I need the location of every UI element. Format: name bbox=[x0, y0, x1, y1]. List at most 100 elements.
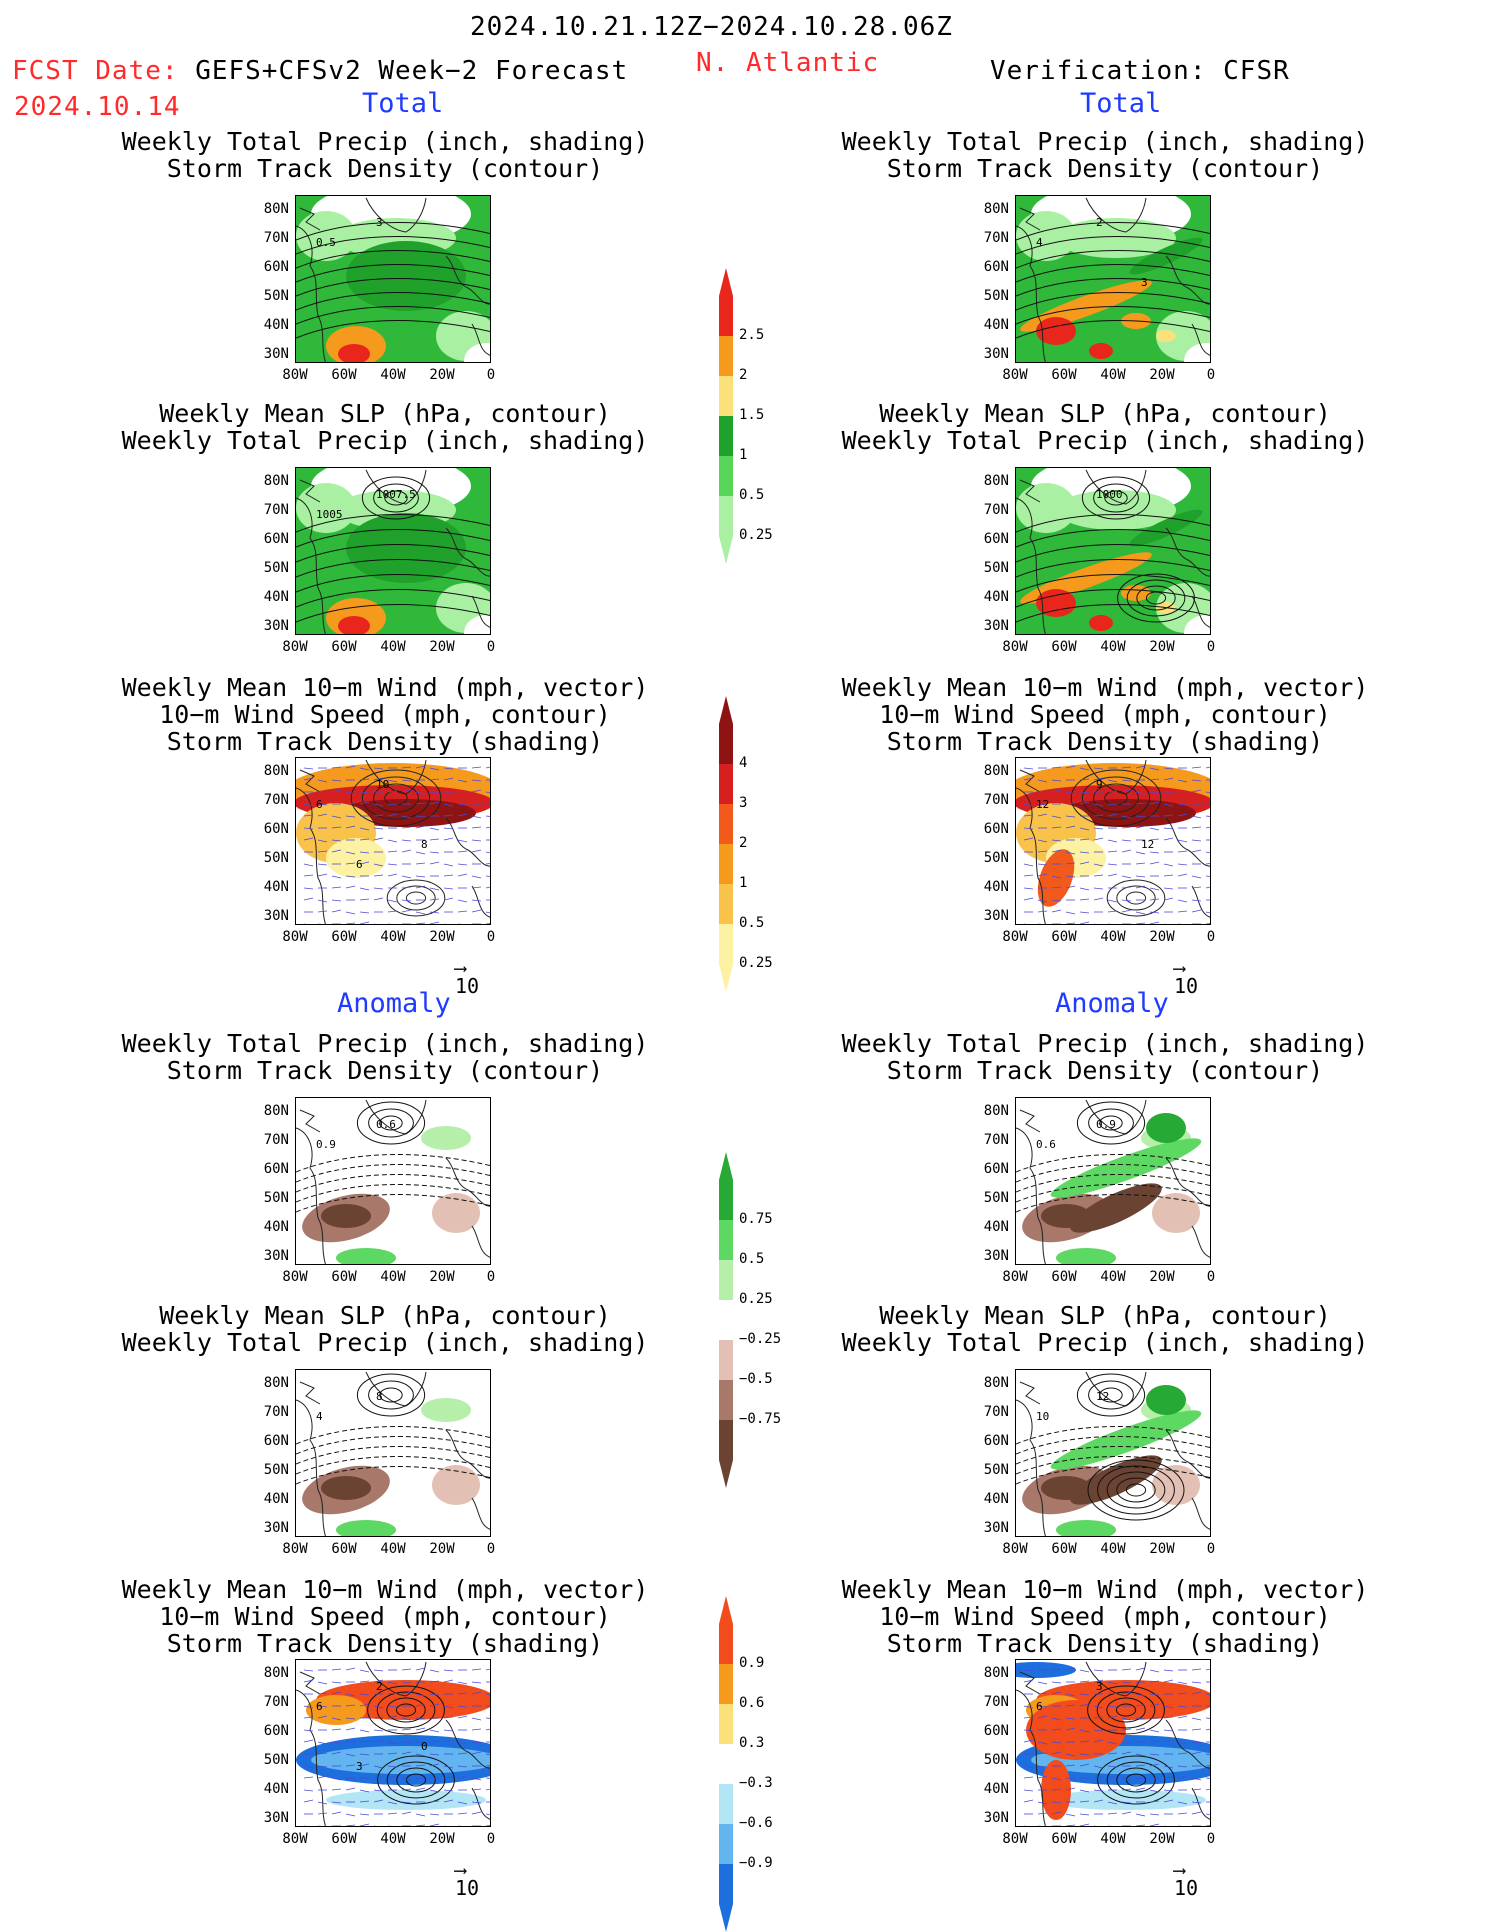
colorbar-segment bbox=[719, 844, 733, 884]
lat-label: 30N bbox=[263, 1810, 289, 1826]
map-panel-11: 2 6 0 3 bbox=[295, 1659, 491, 1827]
contour-label: 8 bbox=[421, 838, 428, 851]
colorbar-label: 0.3 bbox=[739, 1735, 765, 1751]
lon-label: 0 bbox=[486, 1831, 496, 1847]
wet-anomaly bbox=[1056, 1248, 1116, 1264]
map-panel-6: 9 12 12 bbox=[1015, 757, 1211, 925]
lon-label: 60W bbox=[331, 1269, 357, 1285]
lon-label: 40W bbox=[1100, 1831, 1126, 1847]
lat-label: 80N bbox=[263, 763, 289, 779]
map-canvas: 9 12 12 bbox=[1016, 758, 1210, 924]
lat-label: 50N bbox=[263, 850, 289, 866]
contour-label: 8 bbox=[376, 1390, 383, 1403]
lon-label: 20W bbox=[1149, 929, 1175, 945]
lon-label: 80W bbox=[1002, 1831, 1028, 1847]
wet-anomaly bbox=[421, 1398, 471, 1422]
lat-label: 60N bbox=[983, 1433, 1009, 1449]
lat-label: 40N bbox=[263, 1219, 289, 1235]
colorbar-segment bbox=[719, 1624, 733, 1664]
lat-label: 80N bbox=[983, 1103, 1009, 1119]
contour-lines bbox=[1106, 879, 1166, 917]
colorbar-segment bbox=[719, 924, 733, 964]
map-canvas: 12 10 bbox=[1016, 1370, 1210, 1536]
vector-ref-p5: ⟶ 10 bbox=[455, 958, 480, 999]
lon-label: 20W bbox=[429, 929, 455, 945]
title-p9: Weekly Mean SLP (hPa, contour) Weekly Tot… bbox=[121, 1301, 649, 1357]
contour-label: 12 bbox=[1036, 798, 1049, 811]
contour-lines bbox=[1097, 1755, 1175, 1805]
lon-label: 60W bbox=[1051, 639, 1077, 655]
heavy-precip bbox=[338, 344, 370, 362]
lat-label: 30N bbox=[983, 1520, 1009, 1536]
lon-label: 80W bbox=[1002, 367, 1028, 383]
verification-label: Verification: CFSR bbox=[990, 56, 1290, 86]
colorbar-label: −0.25 bbox=[739, 1331, 782, 1347]
contour-lines bbox=[296, 1426, 490, 1485]
lat-label: 60N bbox=[983, 821, 1009, 837]
colorbar-segment bbox=[719, 1784, 733, 1824]
section-total-left: Total bbox=[362, 88, 444, 119]
title-p7: Weekly Total Precip (inch, shading) Storm… bbox=[121, 1029, 649, 1085]
contour-label: 10 bbox=[1036, 1410, 1049, 1423]
lat-label: 60N bbox=[983, 1161, 1009, 1177]
dry-anomaly bbox=[432, 1465, 480, 1505]
lon-label: 60W bbox=[331, 639, 357, 655]
lat-label: 40N bbox=[983, 1781, 1009, 1797]
contour-lines bbox=[1016, 222, 1210, 339]
colorbar-label: 0.5 bbox=[739, 487, 765, 503]
lat-label: 60N bbox=[983, 259, 1009, 275]
map-canvas: 2 4 3 bbox=[1016, 196, 1210, 362]
vector-ref-p12: ⟶ 10 bbox=[1174, 1860, 1199, 1901]
colorbar-label: −0.6 bbox=[739, 1815, 773, 1831]
lon-label: 80W bbox=[282, 1831, 308, 1847]
lat-label: 30N bbox=[983, 1248, 1009, 1264]
lon-label: 40W bbox=[380, 929, 406, 945]
wet-anomaly bbox=[1146, 1113, 1186, 1143]
heavy-precip bbox=[1036, 589, 1076, 617]
contour-label: 0 bbox=[421, 1740, 428, 1753]
colorbar-arrow-top bbox=[719, 268, 733, 296]
title-p3: Weekly Mean SLP (hPa, contour) Weekly Tot… bbox=[121, 399, 649, 455]
lat-label: 70N bbox=[983, 230, 1009, 246]
coastline bbox=[296, 469, 490, 634]
colorbar-segment bbox=[719, 1380, 733, 1420]
map-canvas: 0.9 0.6 bbox=[1016, 1098, 1210, 1264]
lon-label: 80W bbox=[1002, 1541, 1028, 1557]
colorbar-label: −0.75 bbox=[739, 1411, 782, 1427]
lat-label: 40N bbox=[263, 1491, 289, 1507]
colorbar-label: 2 bbox=[739, 835, 748, 851]
coastline bbox=[1016, 1661, 1210, 1826]
lon-label: 0 bbox=[1206, 1269, 1216, 1285]
lon-label: 80W bbox=[282, 1269, 308, 1285]
vector-ref-p11: ⟶ 10 bbox=[455, 1860, 480, 1901]
contour-lines bbox=[1070, 769, 1162, 827]
colorbar-label: 0.75 bbox=[739, 1211, 773, 1227]
lat-label: 70N bbox=[983, 1132, 1009, 1148]
contour-label: 6 bbox=[316, 1700, 323, 1713]
colorbar-arrow-bottom bbox=[719, 964, 733, 992]
lat-label: 50N bbox=[983, 288, 1009, 304]
lon-label: 0 bbox=[486, 929, 496, 945]
colorbar-segment bbox=[719, 1340, 733, 1380]
lon-label: 20W bbox=[1149, 639, 1175, 655]
positive-anomaly bbox=[1026, 1700, 1126, 1760]
lon-label: 60W bbox=[1051, 1831, 1077, 1847]
region-label: N. Atlantic bbox=[696, 48, 880, 78]
colorbar-segment bbox=[719, 1664, 733, 1704]
lat-label: 50N bbox=[983, 1752, 1009, 1768]
lon-label: 20W bbox=[1149, 1269, 1175, 1285]
map-canvas: 30.5 bbox=[296, 196, 490, 362]
contour-lines bbox=[296, 1154, 490, 1213]
lon-label: 80W bbox=[282, 929, 308, 945]
lat-label: 70N bbox=[983, 1404, 1009, 1420]
contour-lines bbox=[1117, 573, 1195, 623]
lon-label: 0 bbox=[486, 639, 496, 655]
lat-label: 60N bbox=[983, 531, 1009, 547]
lon-label: 40W bbox=[1100, 639, 1126, 655]
lat-label: 50N bbox=[263, 1752, 289, 1768]
lat-label: 30N bbox=[263, 1520, 289, 1536]
colorbar-label: 3 bbox=[739, 795, 748, 811]
light-precip bbox=[1016, 211, 1076, 261]
lat-label: 40N bbox=[263, 879, 289, 895]
lat-label: 30N bbox=[983, 908, 1009, 924]
